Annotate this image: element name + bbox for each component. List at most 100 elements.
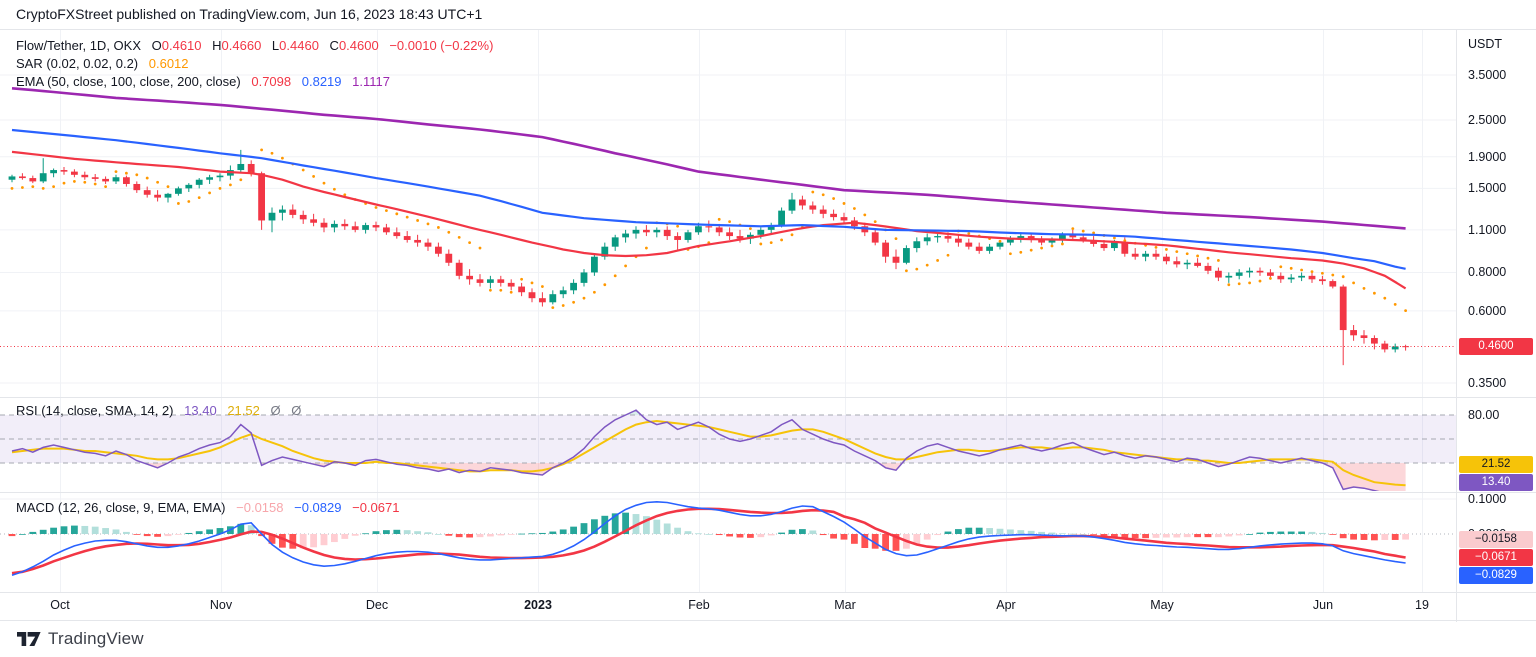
macd-hist-bar [1121,534,1129,538]
sar-dot [603,283,607,287]
time-axis-label[interactable]: Apr [996,598,1016,612]
symbol-title[interactable]: Flow/Tether, 1D, OKX [16,38,141,53]
sar-dot [489,288,492,292]
high-label: H [212,38,222,53]
chart-canvas[interactable] [0,30,1456,592]
sar-dot [218,186,222,190]
sar-dot [166,185,170,188]
macd-legend[interactable]: MACD (12, 26, close, 9, EMA, EMA) −0.015… [16,500,399,516]
macd-hist-bar [559,529,567,534]
sar-dot [894,237,898,241]
macd-hist-bar [1007,529,1014,534]
sar-dot [405,215,409,219]
sar-dot [509,290,513,294]
tradingview-watermark[interactable]: TradingView [17,629,144,649]
sar-dot [1165,248,1168,251]
sar-dot [717,217,721,221]
macd-hist-bar [1152,534,1160,538]
sar-dot [780,238,783,242]
time-axis-label[interactable]: Jun [1312,598,1334,612]
time-axis-label[interactable]: Feb [688,598,710,612]
sar-dot [1258,279,1262,283]
macd-hist-bar [1267,531,1274,534]
axis-label: 0.6000 [1468,303,1507,318]
macd-hist-bar [216,528,224,534]
sar-dot [790,233,794,237]
rsi-name[interactable]: RSI (14, close, SMA, 14, 2) [16,403,174,418]
sar-dot [1404,309,1407,313]
price-legend[interactable]: Flow/Tether, 1D, OKX O0.4610 H0.4660 L0.… [16,38,493,54]
price-axis[interactable]: USDT 3.5000 2.5000 1.9000 1.5000 1.1000 0.8000… [1456,30,1536,622]
ema50-value: 0.7098 [251,74,292,89]
macd-hist-bar [663,523,671,534]
sar-dot [1300,268,1303,272]
macd-name[interactable]: MACD (12, 26, close, 9, EMA, EMA) [16,500,226,515]
macd-hist-bar [1100,534,1108,536]
rsi-legend[interactable]: RSI (14, close, SMA, 14, 2) 13.40 21.52 … [16,403,301,419]
sar-dot [915,267,919,271]
sar-dot [104,185,107,188]
time-axis-label[interactable]: Mar [834,598,856,612]
macd-hist-bar [8,534,16,537]
macd-hist-bar [1163,534,1170,538]
macd-hist-bar [1027,530,1035,534]
macd-hist-bar [466,534,473,538]
ema-legend[interactable]: EMA (50, close, 100, close, 200, close) … [16,74,390,90]
macd-hist-bar [1391,534,1399,540]
macd-hist-bar [861,534,869,548]
sar-dot [177,202,180,205]
time-axis-label[interactable]: May [1150,598,1174,612]
axis-label: 0.3500 [1468,376,1507,391]
macd-hist-bar [747,534,754,538]
macd-hist-bar [518,533,525,535]
sar-dot [1050,244,1054,248]
macd-hist-bar [622,512,629,534]
time-axis-label[interactable]: Oct [50,598,70,612]
sar-dot [1009,252,1012,256]
macd-hist-bar [809,530,817,534]
macd-hist-bar [1277,531,1285,534]
macd-hist-bar [455,534,463,538]
macd-hist-bar [50,527,57,534]
macd-hist-bar [247,525,255,534]
sar-dot [312,175,315,178]
macd-hist-bar [705,534,713,535]
sar-dot [1383,296,1387,300]
sar-dot [41,186,45,190]
axis-label: 0.8000 [1468,265,1507,280]
macd-hist-bar [934,534,941,536]
macd-hist-bar [715,534,723,536]
macd-hist-bar [175,534,182,535]
rsi-sma-value: 21.52 [227,403,260,418]
rsi-panel[interactable] [0,409,1456,495]
time-axis-label[interactable]: Dec [365,598,389,612]
open-label: O [151,38,162,53]
time-axis[interactable]: Oct Nov Dec 2023 Feb Mar Apr May Jun 19 [0,592,1536,621]
macd-hist-bar [1235,534,1243,536]
axis-label: 2.5000 [1468,113,1507,128]
macd-hist-bar [1183,534,1191,538]
time-axis-label[interactable]: 2023 [524,598,552,612]
ema-name[interactable]: EMA (50, close, 100, close, 200, close) [16,74,241,89]
macd-hist-bar [913,534,921,545]
time-axis-label[interactable]: Nov [209,598,233,612]
sar-dot [343,193,347,197]
panel-separator[interactable] [0,397,1536,398]
sar-dot [842,202,846,205]
sar-legend[interactable]: SAR (0.02, 0.02, 0.2) 0.6012 [16,56,189,72]
sar-dot [1185,252,1189,256]
macd-hist-bar [955,529,962,534]
sar-name[interactable]: SAR (0.02, 0.02, 0.2) [16,56,139,71]
sar-dot [208,191,212,195]
macd-hist-bar [1381,534,1389,540]
high-value: 0.4660 [221,38,262,53]
macd-hist-bar [1319,532,1326,534]
sar-dot [1206,256,1210,260]
time-axis-label[interactable]: 19 [1415,598,1429,612]
price-panel[interactable] [0,74,1456,384]
macd-panel[interactable] [0,498,1456,577]
macd-hist-bar [684,531,692,534]
macd-hist-bar [39,529,47,534]
panel-separator[interactable] [0,492,1536,493]
